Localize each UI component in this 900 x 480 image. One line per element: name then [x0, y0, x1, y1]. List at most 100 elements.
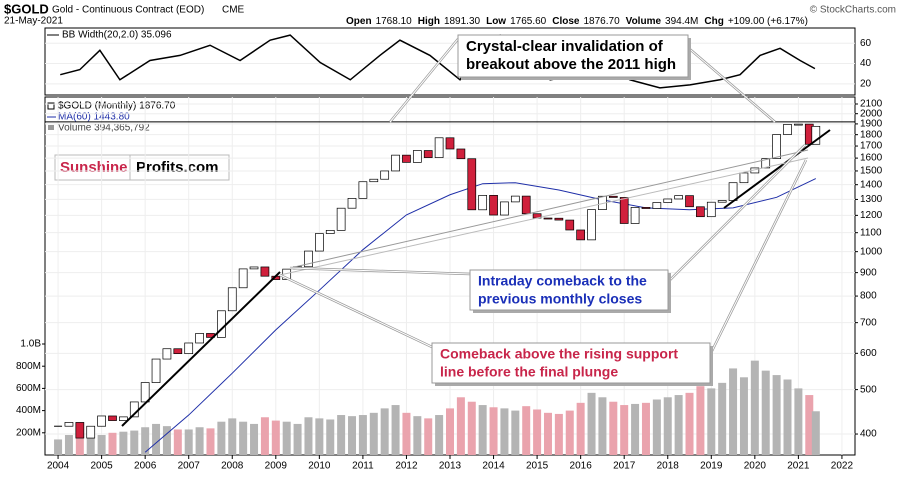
quote-label: Open	[346, 16, 372, 27]
price-candle	[456, 148, 466, 160]
volume-bar	[674, 395, 683, 455]
volume-bar	[554, 413, 563, 455]
bb-legend: BB Width(20,2.0) 35.096	[62, 30, 172, 41]
price-candle	[64, 422, 74, 427]
price-candle	[794, 123, 803, 126]
logo-word: Profits.com	[136, 159, 219, 176]
y-tick-label: 1100	[860, 227, 882, 238]
price-candle	[565, 219, 575, 231]
volume-bar	[565, 410, 574, 455]
credit: © StockCharts.com	[810, 5, 896, 16]
volume-bar	[337, 415, 346, 455]
y-tick-label: 1400	[860, 179, 883, 190]
price-candle	[119, 416, 128, 421]
callout-pointer	[667, 144, 806, 283]
volume-bar	[533, 409, 542, 455]
volume-bar	[315, 418, 324, 455]
callout-box	[431, 342, 711, 384]
y-tick-label: 1300	[860, 194, 883, 205]
volume-bar	[652, 399, 661, 455]
price-candle	[717, 200, 727, 203]
volume-bar	[729, 368, 738, 455]
price-candle	[554, 217, 564, 221]
quote-label: Volume	[626, 16, 662, 27]
quote-label: High	[418, 16, 440, 27]
volume-bar	[620, 405, 629, 455]
volume-tick-label: 600M	[16, 383, 41, 394]
volume-bar	[141, 427, 150, 455]
callout-pointer	[279, 274, 433, 348]
x-tick-label: 2015	[526, 461, 549, 472]
y-tick-label: 800	[860, 291, 877, 302]
volume-bar	[587, 392, 596, 455]
y-tick-label: 2100	[860, 99, 883, 110]
callout-text: previous monthly closes	[478, 291, 642, 307]
price-candle	[260, 266, 270, 277]
x-tick-label: 2007	[178, 461, 201, 472]
callout-text: Intraday comeback to the	[478, 273, 647, 289]
volume-bar	[86, 433, 95, 455]
volume-bar	[467, 401, 476, 455]
volume-bar	[250, 423, 259, 455]
price-candle	[663, 198, 673, 203]
date: 21-May-2021	[4, 16, 63, 27]
volume-bar	[369, 412, 378, 455]
volume-bar	[641, 402, 650, 455]
volume-bar	[811, 411, 820, 455]
volume-bar	[511, 410, 520, 455]
price-candle	[369, 178, 379, 183]
guide-line	[289, 149, 809, 269]
volume-bar	[718, 382, 727, 455]
volume-bar	[293, 423, 302, 455]
volume-bar	[402, 412, 411, 455]
volume-bar	[75, 436, 84, 455]
volume-bar	[358, 415, 367, 455]
price-candle	[86, 425, 96, 439]
x-tick-label: 2006	[134, 461, 157, 472]
x-tick-label: 2009	[265, 461, 288, 472]
price-candle	[325, 229, 335, 234]
volume-bar	[456, 397, 465, 455]
volume-bar	[391, 405, 400, 455]
volume-bar	[108, 432, 117, 455]
volume-bar	[543, 412, 552, 455]
price-candle	[521, 195, 531, 215]
volume-tick-label: 200M	[16, 427, 41, 438]
price-candle	[576, 229, 585, 241]
price-candle	[608, 195, 618, 198]
y-tick-label: 500	[860, 384, 877, 395]
volume-bar	[380, 408, 389, 455]
volume-bar	[609, 401, 618, 455]
volume-bar	[783, 379, 792, 455]
callout-text: line before the final plunge	[440, 364, 618, 380]
volume-bar	[598, 397, 607, 455]
price-candle	[173, 348, 183, 355]
price-candle	[706, 201, 716, 218]
price-candle	[358, 181, 368, 199]
y-tick-label: 1900	[860, 119, 883, 130]
price-candle	[489, 194, 498, 216]
x-tick-label: 2020	[744, 461, 767, 472]
price-candle	[783, 124, 792, 135]
price-candle	[739, 172, 749, 184]
volume-bar	[707, 388, 716, 455]
price-candle	[510, 195, 520, 203]
quote-label: Close	[552, 16, 580, 27]
price-candle	[696, 206, 705, 218]
volume-bar	[631, 403, 640, 455]
price-candle	[151, 358, 161, 383]
volume-bar	[348, 416, 357, 455]
price-legend-icon	[47, 102, 55, 110]
price-candle	[478, 194, 488, 211]
callout-box	[457, 34, 689, 78]
price-candle	[402, 154, 411, 163]
price-candle	[423, 150, 433, 158]
volume-bar	[413, 416, 422, 455]
x-tick-label: 2012	[395, 461, 418, 472]
y-tick-label: 700	[860, 317, 877, 328]
x-tick-label: 2008	[221, 461, 244, 472]
volume-bar	[685, 392, 694, 455]
price-candle	[587, 209, 596, 241]
price-candle	[347, 198, 357, 209]
volume-bar	[761, 370, 770, 455]
